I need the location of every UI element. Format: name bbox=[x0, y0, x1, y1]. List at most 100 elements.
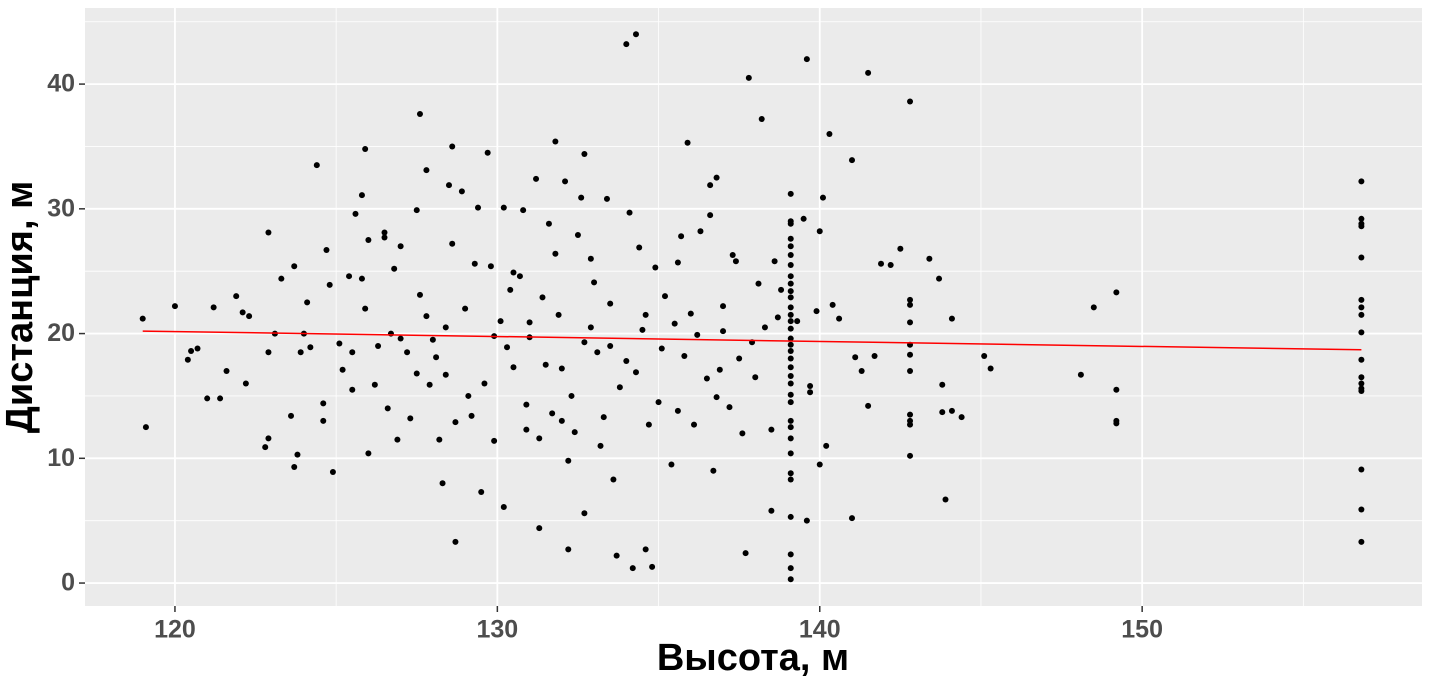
point bbox=[787, 364, 794, 371]
point bbox=[468, 412, 475, 419]
point bbox=[539, 294, 546, 301]
point bbox=[139, 315, 146, 322]
point bbox=[329, 469, 336, 476]
point bbox=[545, 220, 552, 227]
point bbox=[897, 245, 904, 252]
point bbox=[433, 354, 440, 361]
point bbox=[787, 391, 794, 398]
point bbox=[987, 365, 994, 372]
point bbox=[632, 369, 639, 376]
point bbox=[800, 215, 807, 222]
marks bbox=[139, 31, 1365, 583]
point bbox=[787, 348, 794, 355]
point bbox=[662, 293, 669, 300]
point bbox=[958, 414, 965, 421]
point bbox=[523, 401, 530, 408]
point bbox=[829, 301, 836, 308]
point bbox=[687, 310, 694, 317]
y-tick-label: 10 bbox=[47, 444, 75, 472]
point bbox=[362, 305, 369, 312]
point bbox=[304, 299, 311, 306]
point bbox=[423, 167, 430, 174]
point bbox=[587, 255, 594, 262]
point bbox=[246, 313, 253, 320]
point bbox=[349, 386, 356, 393]
point bbox=[907, 411, 914, 418]
y-tick-label: 0 bbox=[61, 569, 75, 597]
point bbox=[819, 194, 826, 201]
point bbox=[591, 279, 598, 286]
point bbox=[339, 366, 346, 373]
point bbox=[423, 313, 430, 320]
point bbox=[587, 324, 594, 331]
point bbox=[204, 395, 211, 402]
point bbox=[574, 232, 581, 239]
point bbox=[184, 356, 191, 363]
point bbox=[558, 417, 565, 424]
point bbox=[1358, 374, 1365, 381]
point bbox=[552, 250, 559, 257]
point bbox=[771, 258, 778, 265]
point bbox=[571, 429, 578, 436]
point bbox=[549, 410, 556, 417]
point bbox=[787, 399, 794, 406]
point bbox=[278, 275, 285, 282]
point bbox=[787, 576, 794, 583]
point bbox=[394, 436, 401, 443]
point bbox=[755, 280, 762, 287]
point bbox=[632, 31, 639, 38]
point bbox=[823, 442, 830, 449]
point bbox=[729, 251, 736, 258]
point bbox=[336, 340, 343, 347]
point bbox=[375, 343, 382, 350]
point bbox=[787, 218, 794, 225]
point bbox=[352, 210, 359, 217]
point bbox=[674, 407, 681, 414]
point bbox=[397, 335, 404, 342]
point bbox=[948, 407, 955, 414]
point bbox=[436, 436, 443, 443]
point bbox=[291, 464, 298, 471]
point bbox=[652, 264, 659, 271]
point bbox=[787, 341, 794, 348]
point bbox=[816, 461, 823, 468]
point bbox=[848, 157, 855, 164]
point bbox=[645, 421, 652, 428]
point bbox=[655, 399, 662, 406]
point bbox=[787, 435, 794, 442]
point bbox=[497, 318, 504, 325]
point bbox=[871, 353, 878, 360]
point bbox=[794, 318, 801, 325]
point bbox=[407, 415, 414, 422]
point bbox=[787, 565, 794, 572]
plot-panel bbox=[85, 8, 1422, 606]
point bbox=[878, 260, 885, 267]
point bbox=[1090, 304, 1097, 311]
point bbox=[594, 349, 601, 356]
point bbox=[636, 244, 643, 251]
point bbox=[720, 328, 727, 335]
x-tick-label: 130 bbox=[476, 616, 518, 644]
point bbox=[288, 412, 295, 419]
point bbox=[371, 381, 378, 388]
point bbox=[787, 261, 794, 268]
point bbox=[265, 229, 272, 236]
point bbox=[520, 207, 527, 214]
point bbox=[610, 476, 617, 483]
point bbox=[613, 552, 620, 559]
point bbox=[449, 143, 456, 150]
point bbox=[807, 389, 814, 396]
point bbox=[210, 304, 217, 311]
point bbox=[416, 111, 423, 118]
point bbox=[465, 392, 472, 399]
point bbox=[787, 335, 794, 342]
point bbox=[726, 404, 733, 411]
point bbox=[413, 370, 420, 377]
point bbox=[607, 300, 614, 307]
point bbox=[536, 435, 543, 442]
point bbox=[907, 367, 914, 374]
point bbox=[826, 130, 833, 137]
point bbox=[942, 496, 949, 503]
point bbox=[504, 344, 511, 351]
